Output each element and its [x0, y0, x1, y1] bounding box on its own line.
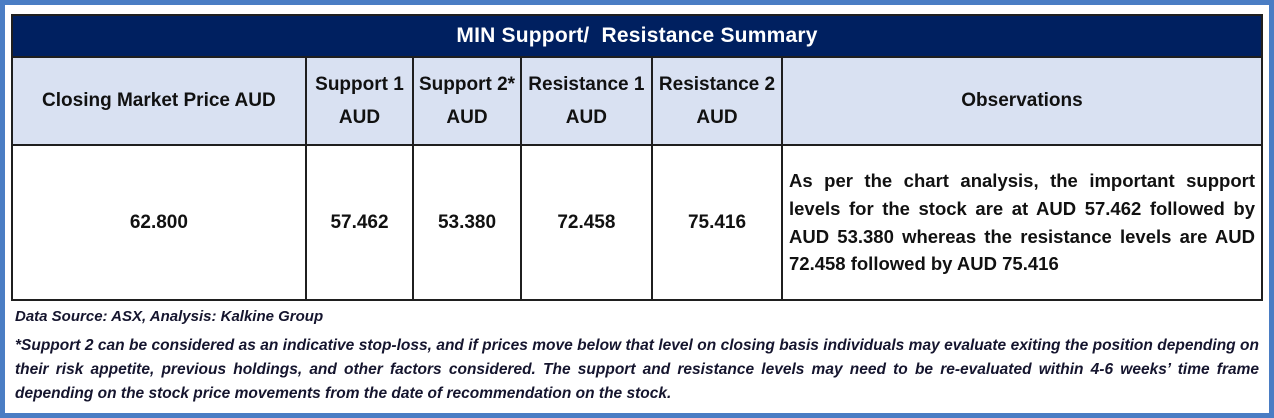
summary-table: MIN Support/ Resistance Summary Closing … [11, 14, 1263, 301]
header-resistance-1-line2: AUD [565, 107, 607, 128]
header-closing-market-price: Closing Market Price AUD [11, 56, 307, 146]
data-source-note: Data Source: ASX, Analysis: Kalkine Grou… [15, 308, 324, 325]
header-support-1-line1: Support 1 [315, 73, 404, 95]
header-support-1: Support 1 AUD [304, 56, 415, 146]
table-row: 62.800 57.462 53.380 72.458 75.416 As pe… [11, 144, 1263, 301]
header-closing-market-price-line1: Closing Market Price AUD [42, 90, 276, 112]
header-support-2-line2: AUD [446, 107, 488, 128]
cell-closing-market-price: 62.800 [11, 144, 307, 301]
stop-loss-footnote: *Support 2 can be considered as an indic… [15, 337, 1259, 403]
title-row: MIN Support/ Resistance Summary [11, 14, 1263, 58]
header-resistance-2-line2: AUD [696, 107, 738, 128]
table-title: MIN Support/ Resistance Summary [11, 14, 1263, 58]
header-resistance-2-line1: Resistance 2 [658, 73, 776, 95]
header-support-2: Support 2* AUD [412, 56, 522, 146]
header-support-2-line1: Support 2* [418, 73, 516, 95]
header-resistance-1-line1: Resistance 1 [528, 73, 645, 95]
header-observations-line1: Observations [961, 90, 1083, 112]
cell-observations: As per the chart analysis, the important… [781, 144, 1263, 301]
header-observations: Observations [781, 56, 1263, 146]
header-support-1-line2: AUD [338, 107, 381, 128]
cell-resistance-1: 72.458 [519, 144, 654, 301]
cell-support-1: 57.462 [304, 144, 415, 301]
header-row: Closing Market Price AUD Support 1 AUD S… [11, 56, 1263, 146]
cell-resistance-2: 75.416 [651, 144, 783, 301]
header-resistance-2: Resistance 2 AUD [651, 56, 783, 146]
header-resistance-1: Resistance 1 AUD [519, 56, 654, 146]
cell-support-2: 53.380 [412, 144, 522, 301]
